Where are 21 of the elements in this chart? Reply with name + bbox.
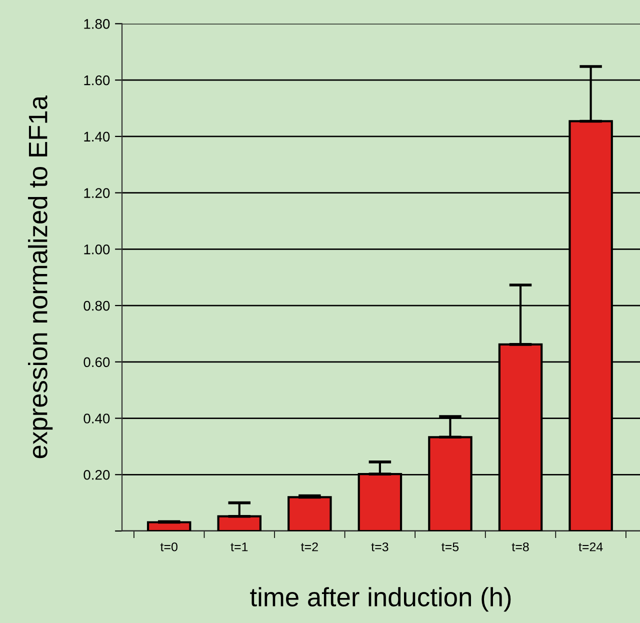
y-tick-label: 0.80 — [84, 300, 110, 311]
x-tick-label: t=0 — [160, 542, 178, 552]
bar — [288, 496, 332, 531]
y-tick-label: 1.80 — [84, 19, 110, 29]
x-tick-label: t=5 — [442, 542, 459, 552]
y-tick-label: 0.60 — [84, 357, 110, 368]
y-tick-label: 1.60 — [84, 75, 110, 86]
x-axis-title: time after induction (h) — [250, 587, 511, 612]
x-tick-label: t=3 — [371, 542, 388, 552]
y-tick-label: 0.40 — [84, 414, 110, 424]
y-tick-label: 1.20 — [84, 188, 110, 198]
bar — [146, 521, 192, 531]
x-tick-label: t=2 — [300, 542, 318, 552]
y-tick-label: 1.00 — [84, 244, 110, 254]
x-tick-label: t=24 — [578, 542, 603, 552]
bar — [217, 515, 262, 531]
x-tick-label: t=1 — [230, 542, 248, 552]
y-tick-label: 0.20 — [84, 470, 110, 480]
x-tick-label: t=8 — [512, 542, 529, 552]
y-axis-title: expression normalized to EF1a — [28, 95, 53, 458]
y-tick-label: 1.40 — [84, 132, 110, 142]
